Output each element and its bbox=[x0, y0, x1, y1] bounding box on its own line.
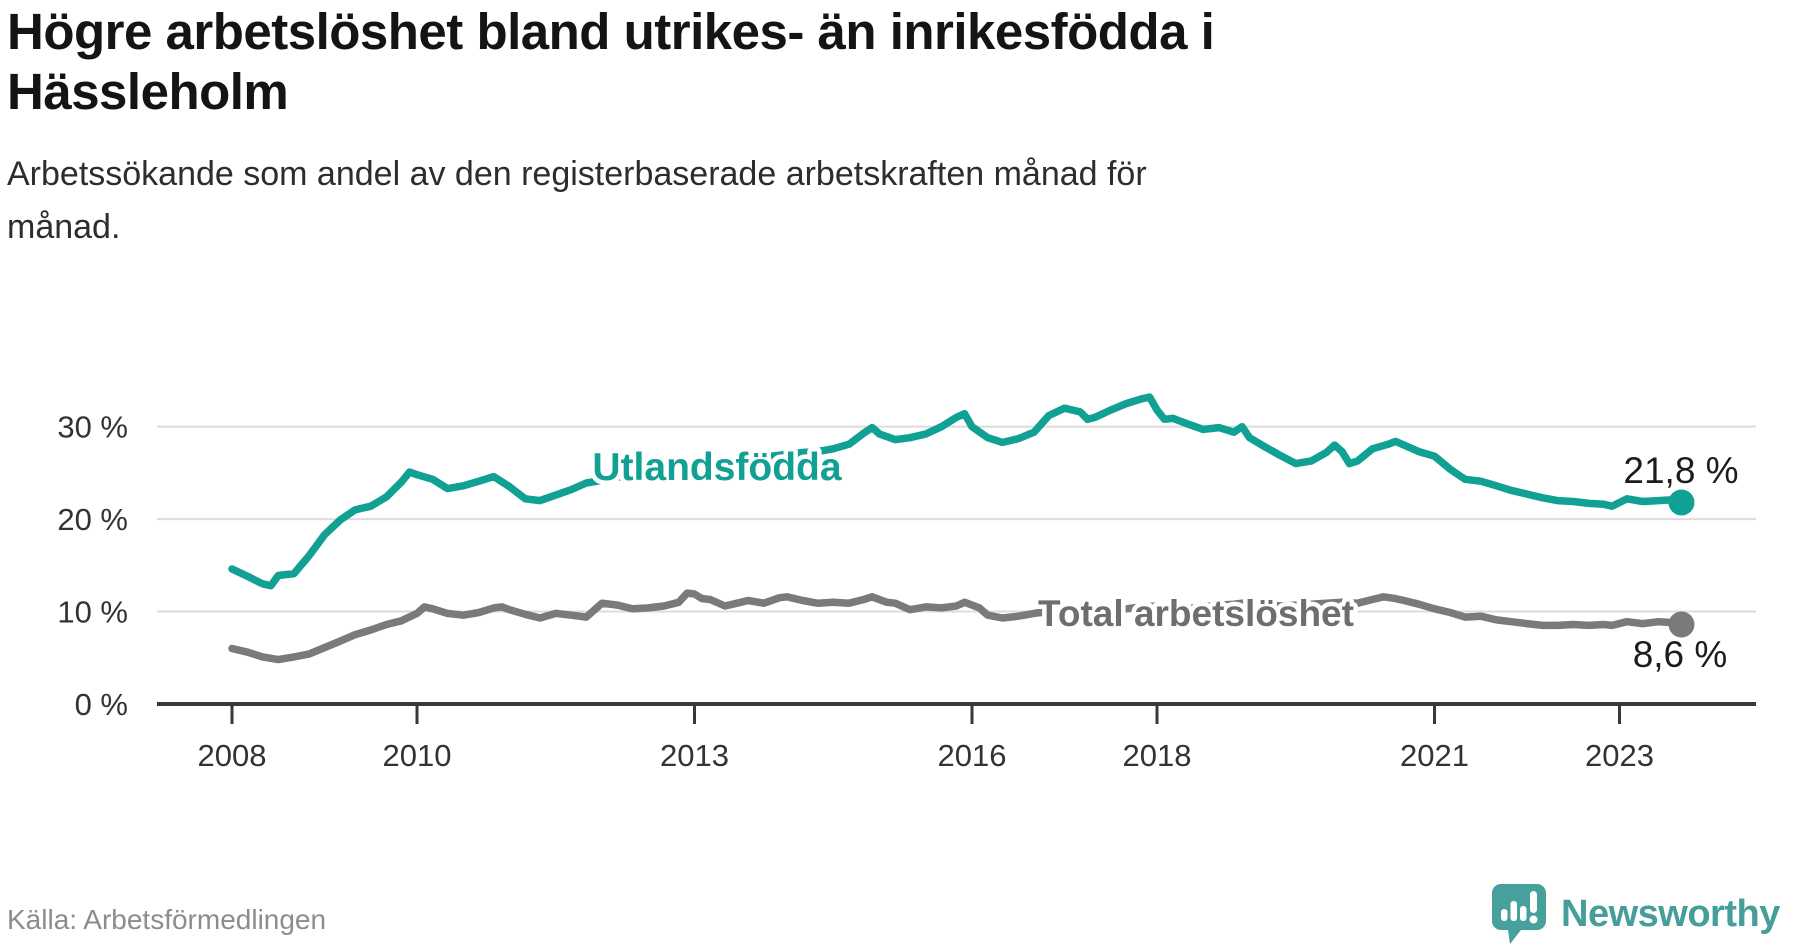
series-label-utlandsfodda: Utlandsfödda bbox=[592, 446, 841, 489]
speech-bubble-shape bbox=[1492, 884, 1546, 944]
newsworthy-logo-icon bbox=[1492, 884, 1546, 944]
end-value-label-total: 8,6 % bbox=[1633, 634, 1728, 675]
series-end-dot-utlandsfodda bbox=[1668, 489, 1695, 516]
x-tick-label-2010: 2010 bbox=[383, 738, 452, 773]
newsworthy-wordmark: Newsworthy bbox=[1561, 892, 1780, 935]
bar-chart-bar-medium bbox=[1520, 906, 1527, 921]
exclamation-dot bbox=[1529, 915, 1538, 924]
chart-subtitle-line-2: månad. bbox=[7, 208, 121, 246]
source-note: Källa: Arbetsförmedlingen bbox=[7, 904, 327, 935]
bar-chart-bar-tall bbox=[1510, 901, 1517, 921]
x-tick-label-2018: 2018 bbox=[1123, 738, 1192, 773]
page-title-line-2: Hässleholm bbox=[7, 63, 289, 120]
chart-header: Högre arbetslöshet bland utrikes- än inr… bbox=[7, 2, 1787, 254]
bar-chart-bar-small bbox=[1501, 909, 1508, 921]
x-tick-label-2021: 2021 bbox=[1400, 738, 1469, 773]
y-tick-label-20: 20 % bbox=[57, 502, 128, 537]
series-line-total bbox=[228, 589, 1686, 664]
exclamation-bar bbox=[1530, 891, 1537, 913]
x-tick-label-2023: 2023 bbox=[1585, 738, 1654, 773]
series-line-utlandsfodda bbox=[228, 393, 1686, 590]
y-tick-label-30: 30 % bbox=[57, 410, 128, 445]
page-title-line-1: Högre arbetslöshet bland utrikes- än inr… bbox=[7, 3, 1215, 60]
y-tick-label-10: 10 % bbox=[57, 595, 128, 630]
x-tick-label-2013: 2013 bbox=[660, 738, 729, 773]
series-end-dot-total bbox=[1668, 611, 1695, 638]
x-tick-label-2016: 2016 bbox=[938, 738, 1007, 773]
chart-subtitle: Arbetssökande som andel av den registerb… bbox=[7, 148, 1787, 254]
series-label-total-arbetsloshet: Total arbetslöshet bbox=[1038, 593, 1354, 634]
chart-subtitle-line-1: Arbetssökande som andel av den registerb… bbox=[7, 155, 1147, 193]
y-tick-label-0: 0 % bbox=[75, 687, 128, 722]
x-tick-label-2008: 2008 bbox=[198, 738, 267, 773]
end-value-label-utlandsfodda: 21,8 % bbox=[1623, 450, 1738, 491]
newsworthy-logo: Newsworthy bbox=[1489, 882, 1780, 946]
